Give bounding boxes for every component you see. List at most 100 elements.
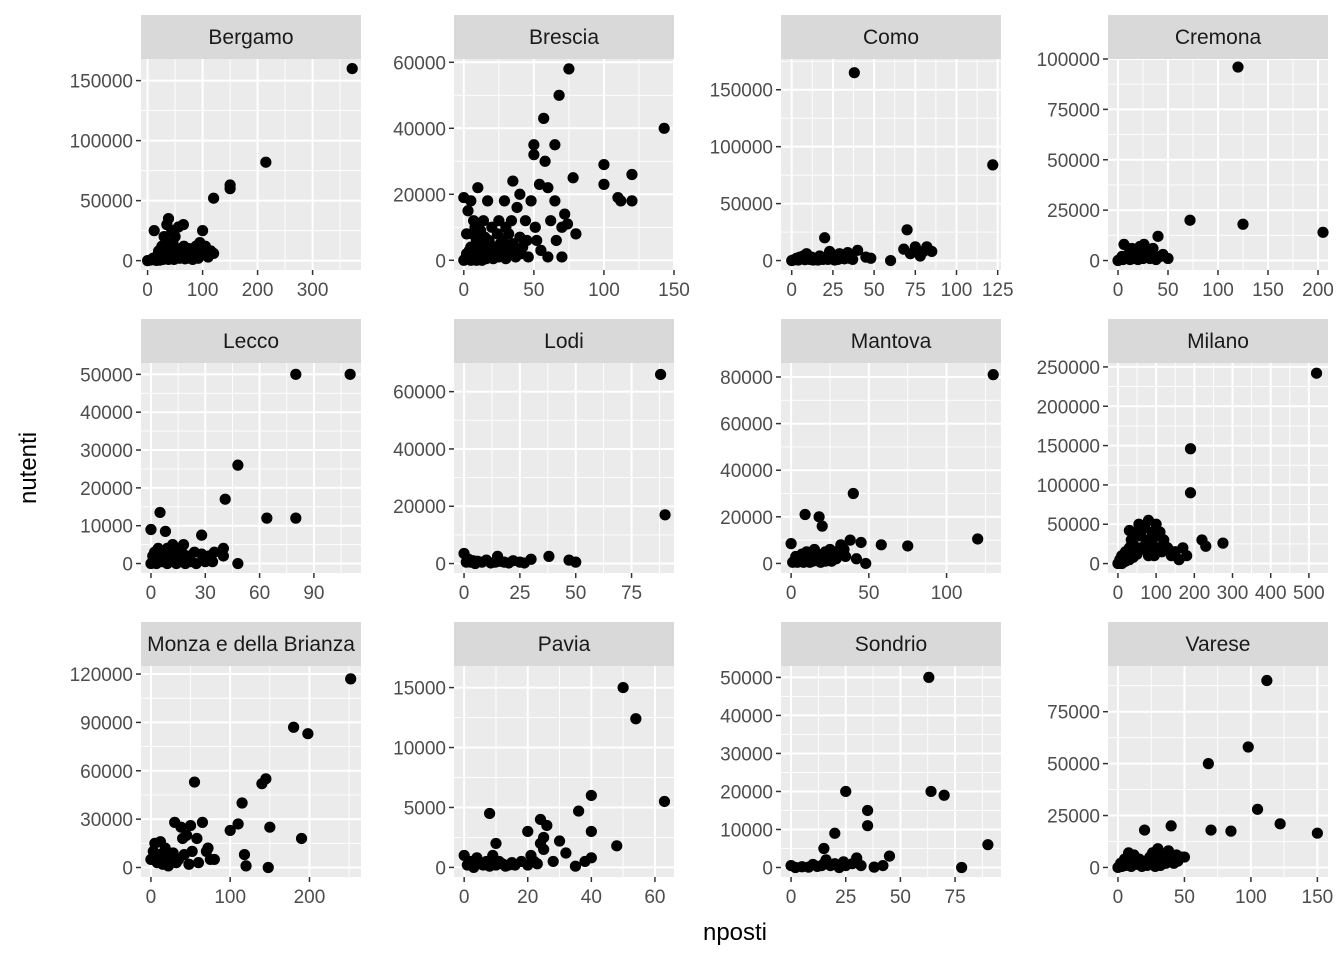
y-tick-label: 100000 [1037,476,1100,497]
data-point [654,368,667,381]
data-points [1112,367,1323,570]
data-point [511,201,523,214]
facet-lodi: Lodi 0 20000 40000 60000 0 25 50 75 [393,319,674,604]
data-point [658,122,670,134]
x-tick-label: 100 [588,280,620,301]
data-point [852,244,864,256]
x-tick-label: 0 [1113,887,1124,908]
data-point [982,839,994,851]
data-point [528,149,540,161]
data-point [902,540,914,552]
y-tick-label: 60000 [393,383,446,404]
data-point [177,219,189,231]
data-point [877,859,889,872]
data-point [553,89,565,101]
x-tick-label: 75 [621,583,642,604]
data-point [573,805,585,817]
data-points [458,63,670,266]
data-point [549,139,561,151]
data-points [145,368,356,570]
x-tick-label: 0 [459,583,470,604]
data-point [1152,230,1164,242]
data-point [507,175,519,187]
y-tick-label: 0 [122,252,133,273]
data-point [217,542,229,555]
y-tick-label: 100000 [70,132,133,153]
x-tick-label: 100 [941,280,973,301]
x-tick-label: 50 [565,583,586,604]
y-tick-label: 60000 [80,762,133,783]
data-point [208,192,220,204]
facet-title: Varese [1186,633,1251,656]
data-point [865,252,877,264]
data-point [553,835,566,847]
data-point [529,221,541,233]
data-point [462,205,474,217]
data-point [262,861,274,874]
data-point [1131,528,1143,540]
data-point [188,776,201,788]
facet-pavia: Pavia 0 5000 10000 15000 0 20 40 60 [393,622,674,908]
data-point [159,525,172,537]
data-point [224,179,236,191]
x-tick-label: 20 [517,887,538,908]
x-tick-label: 100 [1140,583,1172,604]
data-points [1112,674,1323,874]
x-tick-label: 0 [146,887,157,908]
facet-strip [1108,15,1328,59]
facet-strip [781,15,1001,59]
x-tick-label: 0 [146,583,157,604]
data-point [1217,537,1229,549]
data-point [192,857,205,869]
y-tick-label: 150000 [70,72,133,93]
y-tick-label: 100000 [710,138,773,159]
data-point [1251,803,1264,815]
data-point [598,158,610,171]
data-point [208,546,220,558]
y-tick-label: 40000 [720,706,773,727]
data-point [987,369,999,381]
data-point [302,728,314,740]
y-tick-label: 150000 [710,81,773,102]
x-tick-label: 50 [864,280,885,301]
y-tick-label: 0 [762,554,773,575]
data-point [560,847,572,859]
data-point [569,860,582,872]
data-point [567,172,579,184]
x-tick-label: 50 [1157,280,1178,301]
data-point [923,671,935,684]
y-tick-label: 40000 [393,119,446,140]
data-point [1200,540,1212,552]
y-tick-label: 80000 [720,368,773,389]
y-tick-label: 30000 [80,441,133,462]
y-tick-label: 25000 [1047,807,1100,828]
data-point [630,713,642,725]
y-tick-label: 0 [1089,252,1100,273]
data-point [261,512,273,524]
x-tick-label: 150 [658,280,690,301]
data-point [585,789,597,802]
y-tick-label: 0 [762,858,773,879]
data-point [1311,827,1323,839]
facet-cremona: Cremona 0 25000 50000 75000 100000 0 50 100 150 20… [1037,15,1334,301]
y-tick-label: 0 [122,858,133,879]
y-tick-label: 20000 [720,508,773,529]
data-point [585,825,597,838]
data-point [1205,824,1217,836]
y-tick-label: 10000 [393,739,446,760]
y-tick-label: 15000 [393,679,446,700]
data-point [295,832,308,845]
y-tick-label: 0 [1089,555,1100,576]
x-tick-label: 150 [1252,280,1284,301]
data-point [860,557,872,570]
data-point [472,182,484,194]
data-point [539,155,551,167]
facet-title: Como [863,26,919,49]
data-point [862,820,874,832]
data-point [1317,226,1329,238]
x-axis-title: nposti [703,919,767,946]
y-tick-label: 50000 [1047,151,1100,172]
x-tick-label: 100 [187,280,219,301]
